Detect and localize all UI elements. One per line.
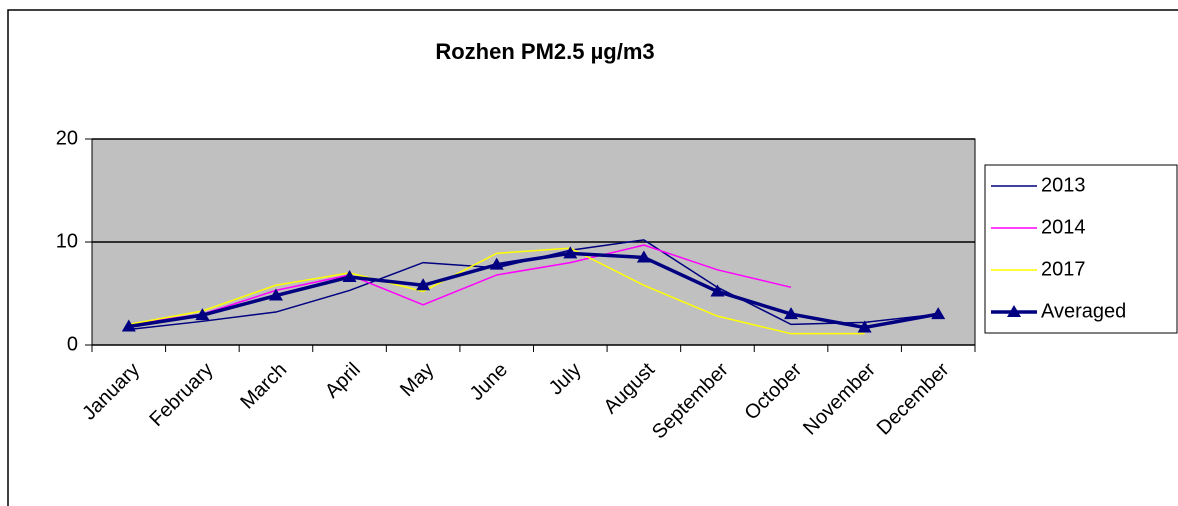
x-tick-label: October	[740, 358, 806, 424]
legend-marker	[1007, 305, 1021, 317]
marker	[931, 307, 946, 320]
legend-label: Averaged	[1041, 300, 1126, 322]
legend-label: 2013	[1041, 174, 1086, 196]
marker	[784, 307, 799, 320]
x-tick-label: February	[145, 359, 217, 431]
y-tick-label: 0	[67, 333, 78, 355]
x-tick-label: May	[396, 359, 438, 401]
legend-box	[984, 164, 1178, 334]
marker	[857, 320, 872, 333]
x-tick-label: December	[873, 358, 954, 439]
x-tick-label: January	[78, 359, 144, 425]
marker	[195, 308, 210, 321]
series-line	[128, 251, 939, 330]
legend-label: 2017	[1041, 258, 1086, 280]
marker	[416, 278, 431, 291]
marker	[636, 250, 651, 263]
y-tick-label: 20	[56, 127, 78, 149]
marker	[268, 288, 283, 301]
series-line	[128, 244, 792, 326]
y-tick-label: 10	[56, 230, 78, 252]
marker	[342, 270, 357, 283]
marker	[563, 246, 578, 259]
series-line	[128, 247, 865, 335]
x-tick-label: September	[648, 358, 733, 443]
x-tick-label: July	[545, 359, 586, 400]
marker	[489, 257, 504, 270]
chart-frame	[7, 9, 1178, 506]
x-tick-label: March	[236, 359, 291, 414]
x-tick-label: June	[466, 359, 512, 405]
legend-label: 2014	[1041, 216, 1086, 238]
x-tick-label: November	[799, 358, 880, 439]
x-tick-label: April	[321, 359, 365, 403]
chart-title: Rozhen PM2.5 µg/m3	[435, 39, 654, 64]
marker	[121, 319, 136, 332]
x-tick-label: August	[600, 358, 660, 418]
marker	[710, 284, 725, 297]
